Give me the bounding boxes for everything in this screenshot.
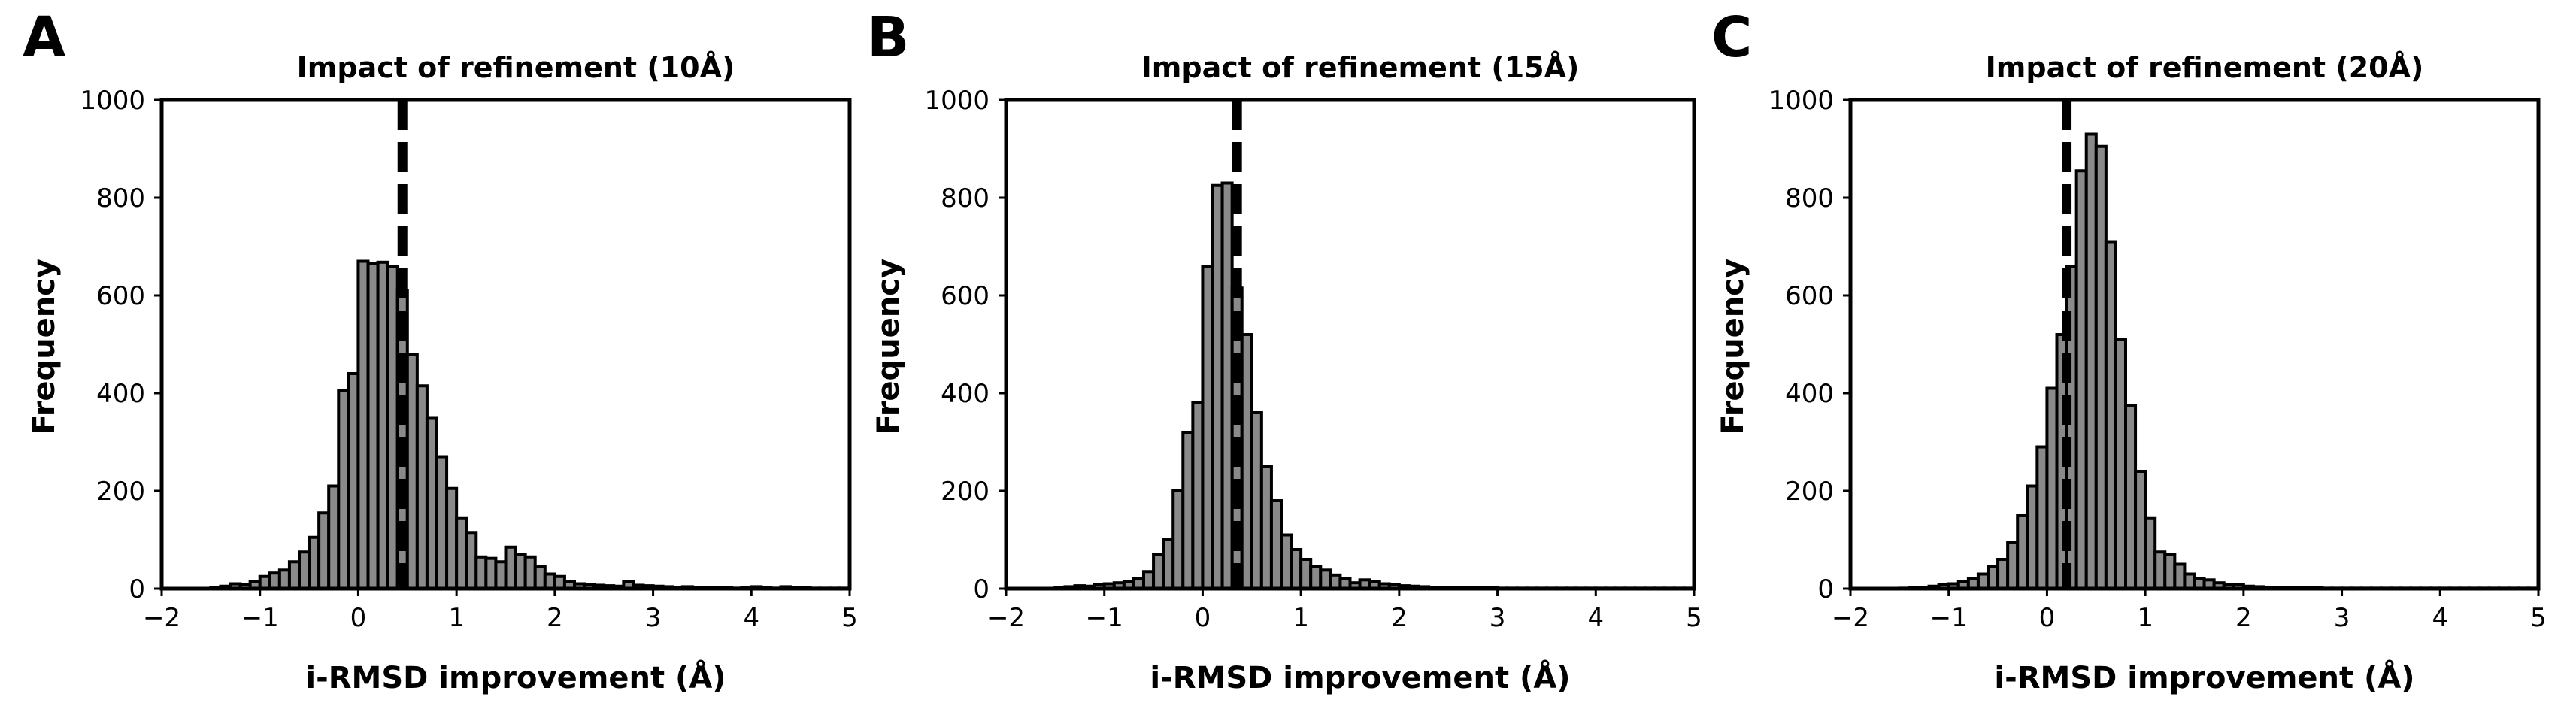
y-tick-label: 600	[941, 281, 989, 311]
x-tick-label: −1	[1086, 603, 1123, 633]
panel-letter: A	[23, 5, 65, 70]
y-tick-label: 800	[941, 183, 989, 214]
x-axis-label: i-RMSD improvement (Å)	[1150, 659, 1570, 695]
y-tick-label: 400	[941, 379, 989, 409]
panel-b: B Impact of refinement (15Å) i-RMSD impr…	[867, 5, 1702, 695]
y-axis-label: Frequency	[871, 259, 906, 435]
x-tick-label: −1	[241, 603, 279, 633]
x-tick-label: 4	[743, 603, 759, 633]
y-tick-label: 400	[1785, 379, 1834, 409]
plot-area-c: 0 200 400 600 800 1000 −2 −1 0 1 2 3 4 5	[1768, 86, 2546, 633]
x-tick-label: 0	[2039, 603, 2056, 633]
x-tick-label: 2	[1391, 603, 1408, 633]
x-tick-label: 1	[1293, 603, 1309, 633]
y-tick-label: 600	[1785, 281, 1834, 311]
x-axis-label: i-RMSD improvement (Å)	[305, 659, 726, 695]
y-tick-label: 800	[96, 183, 145, 214]
x-axis-label: i-RMSD improvement (Å)	[1994, 659, 2414, 695]
plot-area-a: 0 200 400 600 800 1000 −2 −1 0 1 2 3 4 5	[80, 86, 857, 633]
plot-frame	[1004, 98, 1696, 591]
x-tick-label: 1	[448, 603, 465, 633]
x-tick-label: −2	[1832, 603, 1869, 633]
y-tick-label: 1000	[1768, 86, 1834, 116]
x-tick-label: −1	[1930, 603, 1968, 633]
plot-frame	[159, 98, 852, 591]
y-tick-label: 200	[96, 477, 145, 507]
x-tick-label: 3	[1490, 603, 1506, 633]
panel-c: C Impact of refinement (20Å) i-RMSD impr…	[1711, 5, 2547, 695]
x-tick-label: 5	[841, 603, 858, 633]
plot-frame	[1848, 98, 2541, 591]
x-tick-label: 5	[1686, 603, 1702, 633]
y-tick-label: 0	[129, 574, 145, 604]
panel-a: A Impact of refinement (10Å) i-RMSD impr…	[23, 5, 858, 695]
x-tick-label: 0	[350, 603, 367, 633]
y-tick-label: 0	[973, 574, 989, 604]
x-tick-label: 1	[2137, 603, 2153, 633]
chart-title: Impact of refinement (15Å)	[1141, 51, 1580, 84]
y-tick-label: 200	[1785, 477, 1834, 507]
x-tick-label: 3	[645, 603, 662, 633]
chart-title: Impact of refinement (10Å)	[297, 51, 735, 84]
x-tick-label: 0	[1195, 603, 1211, 633]
x-tick-label: 2	[2235, 603, 2252, 633]
y-tick-label: 800	[1785, 183, 1834, 214]
y-tick-label: 1000	[80, 86, 145, 116]
y-tick-label: 0	[1817, 574, 1834, 604]
x-tick-label: 4	[2432, 603, 2448, 633]
plot-area-b: 0 200 400 600 800 1000 −2 −1 0 1 2 3 4 5	[924, 86, 1702, 633]
chart-title: Impact of refinement (20Å)	[1986, 51, 2424, 84]
y-tick-label: 200	[941, 477, 989, 507]
x-tick-label: 3	[2334, 603, 2350, 633]
y-tick-label: 1000	[924, 86, 989, 116]
y-axis-label: Frequency	[27, 259, 62, 435]
x-tick-label: 4	[1587, 603, 1604, 633]
panel-letter: C	[1711, 5, 1752, 70]
y-axis-label: Frequency	[1716, 259, 1750, 435]
x-tick-label: 2	[547, 603, 563, 633]
panel-letter: B	[867, 5, 909, 70]
y-tick-label: 600	[96, 281, 145, 311]
x-tick-label: −2	[143, 603, 180, 633]
y-tick-label: 400	[96, 379, 145, 409]
x-tick-label: −2	[987, 603, 1025, 633]
x-tick-label: 5	[2530, 603, 2547, 633]
